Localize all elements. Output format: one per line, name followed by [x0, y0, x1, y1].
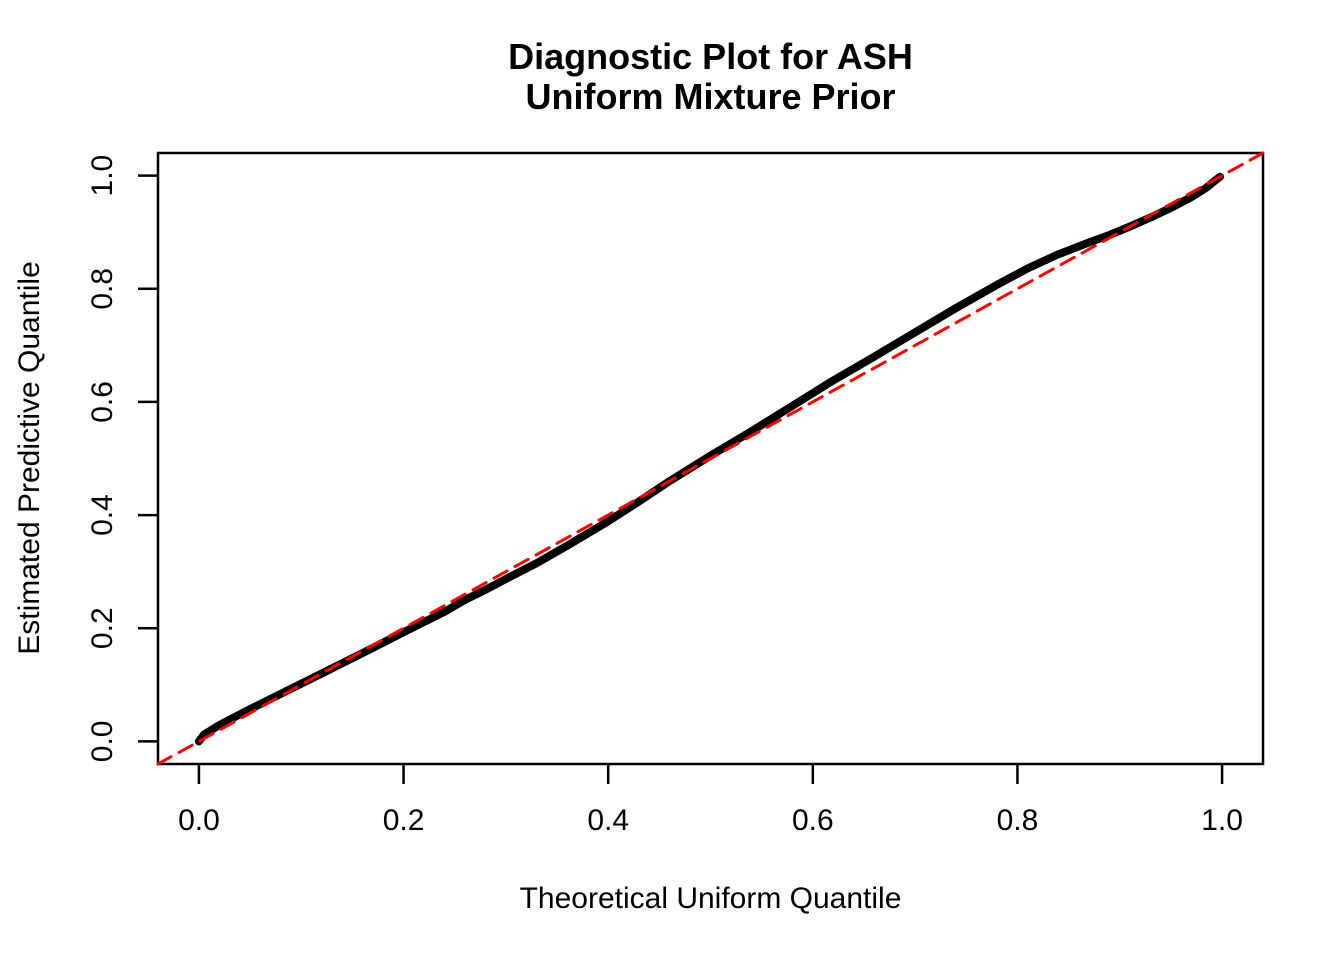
chart-title: Diagnostic Plot for ASH Uniform Mixture …	[158, 37, 1263, 117]
chart-title-line-2: Uniform Mixture Prior	[525, 76, 896, 117]
y-axis-label: Estimated Predictive Quantile	[13, 261, 46, 655]
y-tick-label: 0.6	[86, 381, 119, 423]
x-axis-label: Theoretical Uniform Quantile	[519, 882, 902, 915]
chart-title-line-1: Diagnostic Plot for ASH	[508, 36, 913, 77]
x-tick-label: 0.6	[792, 804, 834, 837]
identity-reference-line	[156, 151, 1265, 766]
x-tick-label: 0.8	[997, 804, 1039, 837]
x-tick-label: 0.4	[587, 804, 629, 837]
y-tick-label: 0.4	[86, 494, 119, 536]
plot-box	[156, 151, 1265, 766]
x-tick-label: 1.0	[1201, 804, 1243, 837]
y-tick-label: 0.0	[86, 721, 119, 763]
x-tick-label: 0.0	[178, 804, 220, 837]
y-tick-label: 0.8	[86, 268, 119, 310]
y-tick-label: 1.0	[86, 155, 119, 197]
x-tick-label: 0.2	[383, 804, 425, 837]
y-tick-label: 0.2	[86, 607, 119, 649]
